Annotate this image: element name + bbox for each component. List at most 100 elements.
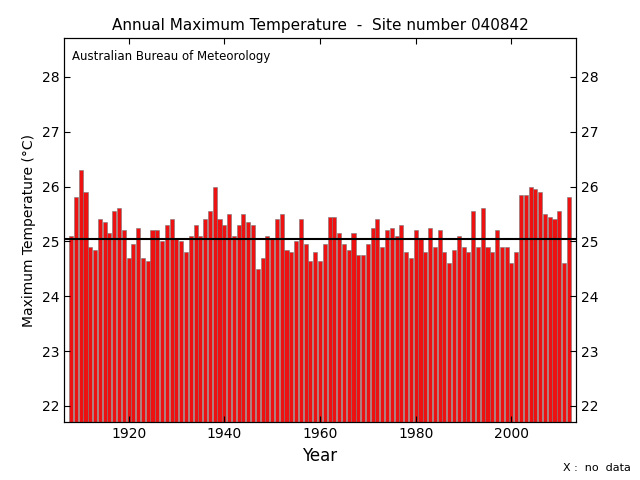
Bar — [112, 211, 116, 422]
Bar — [413, 230, 418, 422]
Bar — [251, 225, 255, 422]
Bar — [529, 187, 532, 422]
Bar — [467, 252, 470, 422]
Bar — [284, 250, 289, 422]
Bar — [366, 244, 370, 422]
Bar — [203, 219, 207, 422]
Bar — [160, 241, 164, 422]
Bar — [212, 187, 217, 422]
Bar — [347, 250, 351, 422]
Bar — [361, 255, 365, 422]
Bar — [380, 247, 384, 422]
Bar — [222, 225, 227, 422]
Bar — [500, 247, 504, 422]
Bar — [299, 219, 303, 422]
Bar — [237, 225, 241, 422]
Bar — [102, 222, 107, 422]
Bar — [390, 228, 394, 422]
Bar — [447, 264, 451, 422]
Bar — [548, 216, 552, 422]
Bar — [318, 261, 322, 422]
Text: X :  no  data: X : no data — [563, 463, 630, 473]
Bar — [552, 219, 557, 422]
Bar — [404, 252, 408, 422]
Bar — [69, 236, 73, 422]
Bar — [232, 236, 236, 422]
Bar — [351, 233, 356, 422]
Bar — [567, 197, 571, 422]
Bar — [385, 230, 389, 422]
Bar — [156, 230, 159, 422]
Bar — [481, 208, 484, 422]
Bar — [175, 239, 179, 422]
Bar — [495, 230, 499, 422]
Bar — [356, 255, 360, 422]
Bar — [399, 225, 403, 422]
Bar — [141, 258, 145, 422]
Bar — [303, 244, 308, 422]
Bar — [476, 247, 480, 422]
Bar — [308, 261, 312, 422]
Bar — [218, 219, 221, 422]
Bar — [208, 211, 212, 422]
Bar — [270, 239, 274, 422]
Bar — [260, 258, 264, 422]
Bar — [543, 214, 547, 422]
Bar — [241, 214, 246, 422]
Bar — [509, 264, 513, 422]
Bar — [93, 250, 97, 422]
Bar — [504, 247, 509, 422]
Bar — [165, 225, 169, 422]
Bar — [328, 216, 332, 422]
Bar — [122, 230, 126, 422]
Bar — [83, 192, 88, 422]
Bar — [371, 228, 374, 422]
Bar — [108, 233, 111, 422]
Bar — [332, 216, 337, 422]
Bar — [557, 211, 561, 422]
Bar — [442, 252, 447, 422]
Bar — [256, 269, 260, 422]
Y-axis label: Maximum Temperature (°C): Maximum Temperature (°C) — [22, 134, 36, 327]
Bar — [538, 192, 542, 422]
Bar — [337, 233, 341, 422]
Bar — [179, 241, 183, 422]
Bar — [524, 195, 528, 422]
Bar — [280, 214, 284, 422]
Bar — [562, 264, 566, 422]
Bar — [376, 219, 380, 422]
Bar — [419, 239, 422, 422]
Bar — [117, 208, 121, 422]
Bar — [193, 225, 198, 422]
Bar — [127, 258, 131, 422]
Bar — [227, 214, 231, 422]
Bar — [514, 252, 518, 422]
Bar — [519, 195, 523, 422]
Bar — [136, 228, 140, 422]
Title: Annual Maximum Temperature  -  Site number 040842: Annual Maximum Temperature - Site number… — [111, 18, 529, 33]
Text: Australian Bureau of Meteorology: Australian Bureau of Meteorology — [72, 50, 270, 63]
Bar — [409, 258, 413, 422]
Bar — [150, 230, 154, 422]
Bar — [490, 252, 494, 422]
Bar — [313, 252, 317, 422]
Bar — [394, 236, 399, 422]
Bar — [131, 244, 136, 422]
Bar — [79, 170, 83, 422]
Bar — [266, 236, 269, 422]
Bar — [342, 244, 346, 422]
Bar — [88, 247, 92, 422]
X-axis label: Year: Year — [303, 447, 337, 465]
Bar — [433, 247, 437, 422]
Bar — [533, 189, 538, 422]
Bar — [461, 247, 465, 422]
Bar — [438, 230, 442, 422]
Bar — [428, 228, 432, 422]
Bar — [423, 252, 428, 422]
Bar — [189, 236, 193, 422]
Bar — [471, 211, 475, 422]
Bar — [486, 247, 490, 422]
Bar — [294, 241, 298, 422]
Bar — [98, 219, 102, 422]
Bar — [452, 250, 456, 422]
